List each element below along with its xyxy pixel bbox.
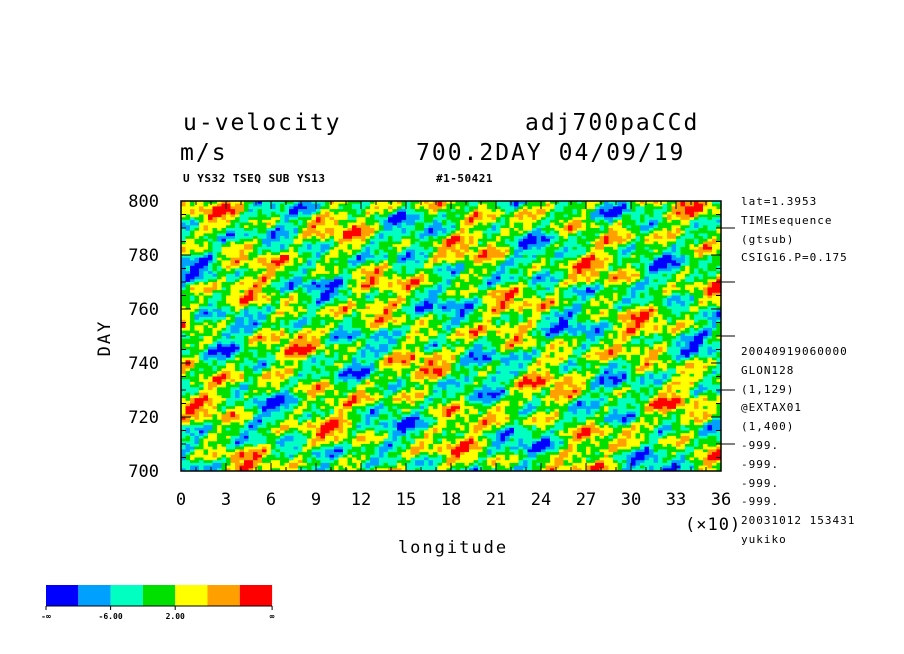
heatmap-field xyxy=(181,201,722,472)
